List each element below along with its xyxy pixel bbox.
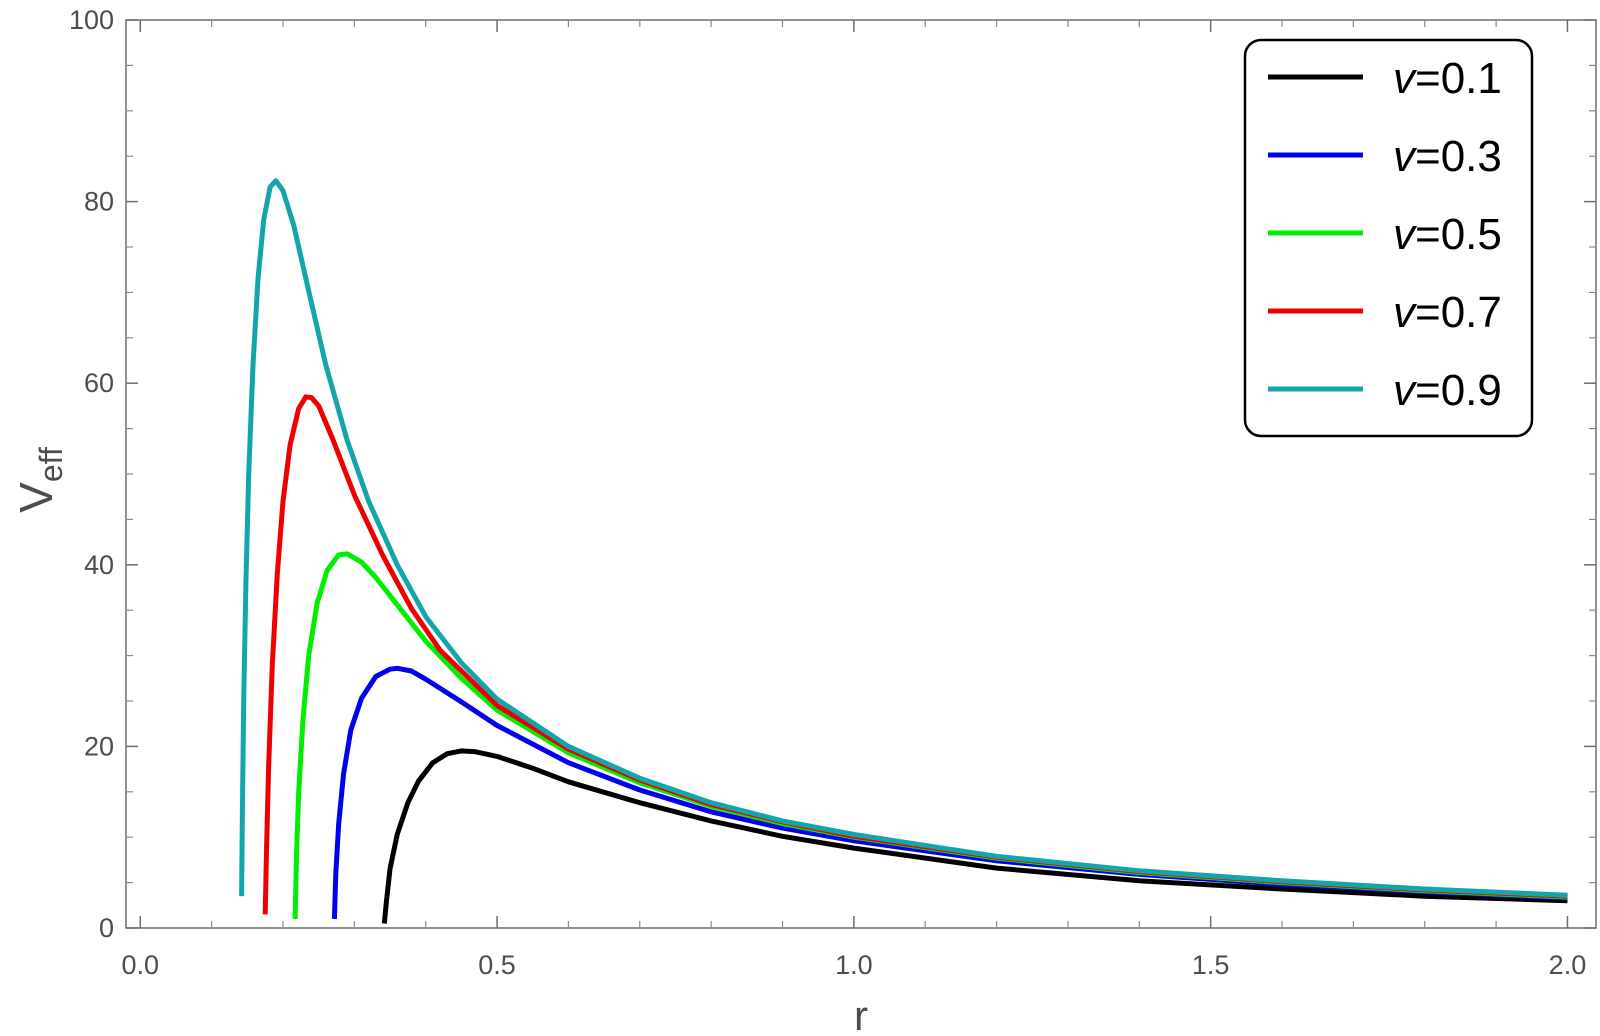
tick-labels: 0.0 0.5 1.0 1.5 2.0 0 20 40 60 80 100 xyxy=(69,5,1586,980)
y-axis-title-main: V xyxy=(10,482,62,513)
legend-label-2: v=0.3 xyxy=(1393,132,1502,181)
legend-label-3: v=0.5 xyxy=(1393,210,1502,259)
legend-label-variable: v xyxy=(1393,210,1418,259)
legend-label-variable: v xyxy=(1393,288,1418,337)
legend-label-variable: v xyxy=(1393,366,1418,415)
legend-label-variable: v xyxy=(1393,132,1418,181)
ticks xyxy=(126,19,1596,929)
x-tick-label: 1.0 xyxy=(835,950,873,980)
y-tick-label: 80 xyxy=(84,187,114,217)
series-lines xyxy=(239,178,1568,924)
series-line-1 xyxy=(381,748,1568,924)
legend-label-1: v=0.1 xyxy=(1393,54,1502,103)
x-tick-label: 2.0 xyxy=(1549,950,1587,980)
legend-label-value: =0.1 xyxy=(1415,54,1502,103)
legend-label-value: =0.5 xyxy=(1415,210,1502,259)
legend: v=0.1v=0.3v=0.5v=0.7v=0.9 xyxy=(1243,38,1534,438)
svg-text:Veff: Veff xyxy=(10,447,69,513)
y-axis-title: Veff xyxy=(10,447,69,513)
x-tick-label: 0.0 xyxy=(121,950,159,980)
y-axis-title-subscript: eff xyxy=(33,447,69,482)
series-line-2 xyxy=(331,665,1568,919)
y-tick-label: 40 xyxy=(84,550,114,580)
legend-label-value: =0.7 xyxy=(1415,288,1502,337)
x-axis-title: r xyxy=(854,992,868,1036)
series-line-4 xyxy=(262,394,1568,915)
series-line-5 xyxy=(239,178,1568,898)
legend-box xyxy=(1243,38,1534,438)
legend-label-variable: v xyxy=(1393,54,1418,103)
y-tick-label: 100 xyxy=(69,5,114,35)
legend-label-4: v=0.7 xyxy=(1393,288,1502,337)
y-tick-label: 20 xyxy=(84,731,114,761)
legend-label-value: =0.3 xyxy=(1415,132,1502,181)
y-tick-label: 60 xyxy=(84,368,114,398)
legend-label-value: =0.9 xyxy=(1415,366,1502,415)
series-line-3 xyxy=(292,551,1568,919)
x-tick-label: 0.5 xyxy=(478,950,516,980)
legend-label-5: v=0.9 xyxy=(1393,366,1502,415)
x-tick-label: 1.5 xyxy=(1192,950,1230,980)
y-tick-label: 0 xyxy=(99,913,114,943)
